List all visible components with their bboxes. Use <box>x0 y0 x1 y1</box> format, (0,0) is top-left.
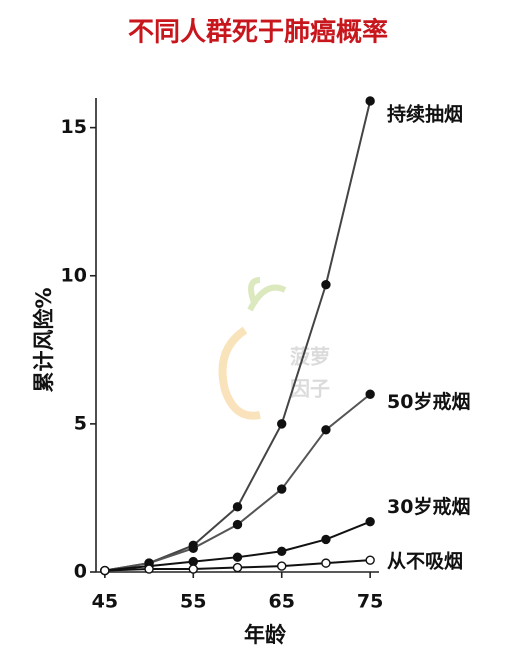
data-point <box>321 534 331 545</box>
data-point <box>144 564 154 574</box>
data-point <box>365 555 375 565</box>
watermark: 菠萝 因子 <box>218 277 330 420</box>
series-line <box>104 393 371 572</box>
series-label: 30岁戒烟 <box>387 495 470 518</box>
y-tick-label: 5 <box>74 412 87 434</box>
chart-title: 不同人群死于肺癌概率 <box>128 17 388 48</box>
data-point <box>100 565 110 576</box>
x-tick-label: 75 <box>357 591 383 613</box>
y-tick-label: 15 <box>61 116 87 138</box>
data-point <box>232 519 243 530</box>
x-tick-label: 45 <box>92 591 118 613</box>
data-point <box>321 279 331 290</box>
data-point <box>365 389 375 399</box>
data-point <box>277 484 287 494</box>
series-label: 50岁戒烟 <box>387 390 470 413</box>
watermark-text: 菠萝 <box>290 345 330 369</box>
data-point <box>321 425 331 435</box>
x-tick-label: 55 <box>180 591 206 613</box>
data-point <box>277 419 287 429</box>
y-tick-label: 0 <box>74 561 87 583</box>
data-point <box>188 564 198 574</box>
data-point <box>365 96 375 106</box>
data-point <box>188 543 198 553</box>
x-tick-label: 65 <box>268 591 294 613</box>
data-point <box>232 502 243 512</box>
y-axis-label: 累计风险% <box>32 287 56 392</box>
series-label: 持续抽烟 <box>387 102 463 125</box>
data-point <box>232 562 243 573</box>
data-point <box>277 546 287 556</box>
data-point <box>321 558 331 568</box>
data-point <box>277 561 287 571</box>
watermark-text: 因子 <box>290 377 330 401</box>
y-tick-label: 10 <box>61 264 87 286</box>
watermark-icon <box>247 277 287 312</box>
data-point <box>365 516 375 527</box>
series-label: 从不吸烟 <box>387 550 463 573</box>
data-point <box>232 552 243 562</box>
watermark-icon <box>218 326 261 420</box>
x-axis-label: 年龄 <box>244 623 287 647</box>
